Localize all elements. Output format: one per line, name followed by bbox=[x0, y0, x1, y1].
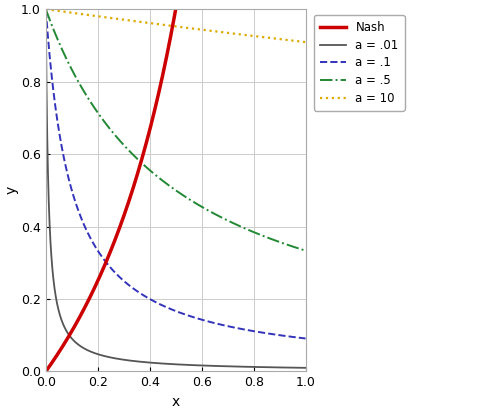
Line: a = .1: a = .1 bbox=[46, 11, 306, 339]
a = .1 bbox=[142, 294, 148, 299]
a = 10 bbox=[302, 40, 308, 45]
a = .01 bbox=[43, 24, 49, 29]
a = .5 bbox=[236, 223, 242, 228]
Legend: Nash, a = .01, a = .1, a = .5, a = 10: Nash, a = .01, a = .1, a = .5, a = 10 bbox=[314, 15, 404, 111]
a = .1 bbox=[302, 336, 308, 341]
a = .01 bbox=[198, 363, 204, 368]
a = 10 bbox=[256, 34, 262, 39]
a = .5 bbox=[212, 211, 218, 216]
X-axis label: x: x bbox=[172, 395, 180, 409]
Line: a = .5: a = .5 bbox=[46, 9, 306, 251]
a = 10 bbox=[236, 32, 242, 37]
a = .5 bbox=[43, 7, 49, 12]
Line: a = .01: a = .01 bbox=[46, 26, 306, 368]
a = .5 bbox=[90, 103, 96, 108]
a = .5 bbox=[256, 232, 262, 237]
a = .1 bbox=[236, 326, 242, 331]
a = .1 bbox=[90, 240, 96, 245]
a = .01 bbox=[236, 364, 242, 369]
a = .5 bbox=[302, 248, 308, 253]
a = .1 bbox=[212, 320, 218, 325]
a = .01 bbox=[90, 350, 96, 355]
a = 10 bbox=[198, 27, 204, 32]
a = .1 bbox=[43, 9, 49, 14]
Y-axis label: y: y bbox=[4, 186, 18, 195]
a = 10 bbox=[43, 7, 49, 12]
a = .5 bbox=[198, 204, 204, 209]
a = .5 bbox=[142, 164, 148, 169]
a = .1 bbox=[256, 330, 262, 335]
Line: a = 10: a = 10 bbox=[46, 9, 306, 42]
a = .01 bbox=[142, 360, 148, 365]
a = .1 bbox=[198, 317, 204, 322]
a = 10 bbox=[90, 13, 96, 18]
a = 10 bbox=[142, 20, 148, 25]
a = .01 bbox=[256, 365, 262, 370]
a = 10 bbox=[212, 29, 218, 34]
a = .01 bbox=[212, 363, 218, 368]
a = .01 bbox=[302, 366, 308, 370]
